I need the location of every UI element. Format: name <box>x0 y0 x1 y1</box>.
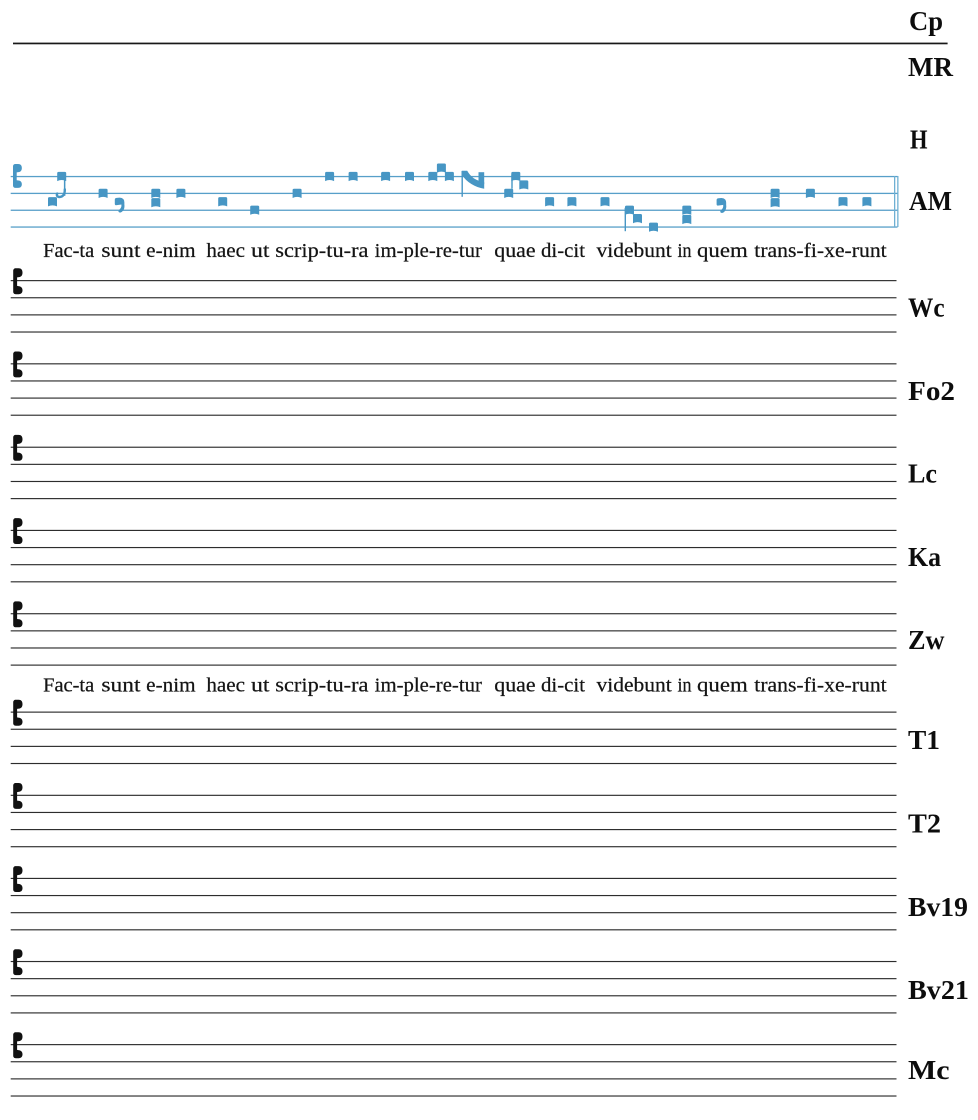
svg-text:quem: quem <box>697 240 748 262</box>
svg-text:Bv19: Bv19 <box>908 892 968 922</box>
svg-text:AM: AM <box>909 186 952 216</box>
svg-text:e-nim: e-nim <box>146 240 196 262</box>
svg-text:di-cit: di-cit <box>541 675 585 697</box>
svg-text:Cp: Cp <box>909 6 943 36</box>
svg-text:sunt: sunt <box>101 675 141 697</box>
svg-text:Ka: Ka <box>908 542 941 572</box>
svg-text:ut: ut <box>251 675 270 697</box>
svg-text:in: in <box>678 675 692 697</box>
svg-text:Fo2: Fo2 <box>908 376 955 406</box>
svg-text:MR: MR <box>908 52 953 82</box>
svg-text:Wc: Wc <box>908 293 945 323</box>
svg-text:im-ple-re-tur: im-ple-re-tur <box>375 675 483 697</box>
svg-text:T1: T1 <box>908 725 940 755</box>
svg-text:haec: haec <box>206 675 245 697</box>
svg-text:di-cit: di-cit <box>541 240 585 262</box>
svg-text:haec: haec <box>206 240 245 262</box>
svg-text:Fac-ta: Fac-ta <box>43 240 94 262</box>
svg-text:Lc: Lc <box>908 459 937 489</box>
svg-text:quae: quae <box>494 240 535 262</box>
svg-text:videbunt: videbunt <box>597 240 673 262</box>
svg-text:e-nim: e-nim <box>146 675 196 697</box>
svg-text:scrip-tu-ra: scrip-tu-ra <box>275 675 368 697</box>
svg-text:videbunt: videbunt <box>597 675 673 697</box>
svg-text:Fac-ta: Fac-ta <box>43 675 94 697</box>
svg-text:im-ple-re-tur: im-ple-re-tur <box>375 240 483 262</box>
svg-text:trans-fi-xe-runt: trans-fi-xe-runt <box>754 240 887 262</box>
svg-text:Zw: Zw <box>908 625 945 655</box>
svg-text:sunt: sunt <box>101 240 141 262</box>
svg-text:scrip-tu-ra: scrip-tu-ra <box>275 240 368 262</box>
svg-text:ut: ut <box>251 240 270 262</box>
svg-text:H: H <box>910 125 928 155</box>
svg-text:in: in <box>678 240 692 262</box>
svg-text:Bv21: Bv21 <box>908 975 969 1005</box>
svg-text:T2: T2 <box>908 808 941 838</box>
svg-text:quae: quae <box>494 675 535 697</box>
svg-text:trans-fi-xe-runt: trans-fi-xe-runt <box>754 675 887 697</box>
svg-text:Mc: Mc <box>908 1055 950 1085</box>
svg-text:quem: quem <box>697 675 748 697</box>
